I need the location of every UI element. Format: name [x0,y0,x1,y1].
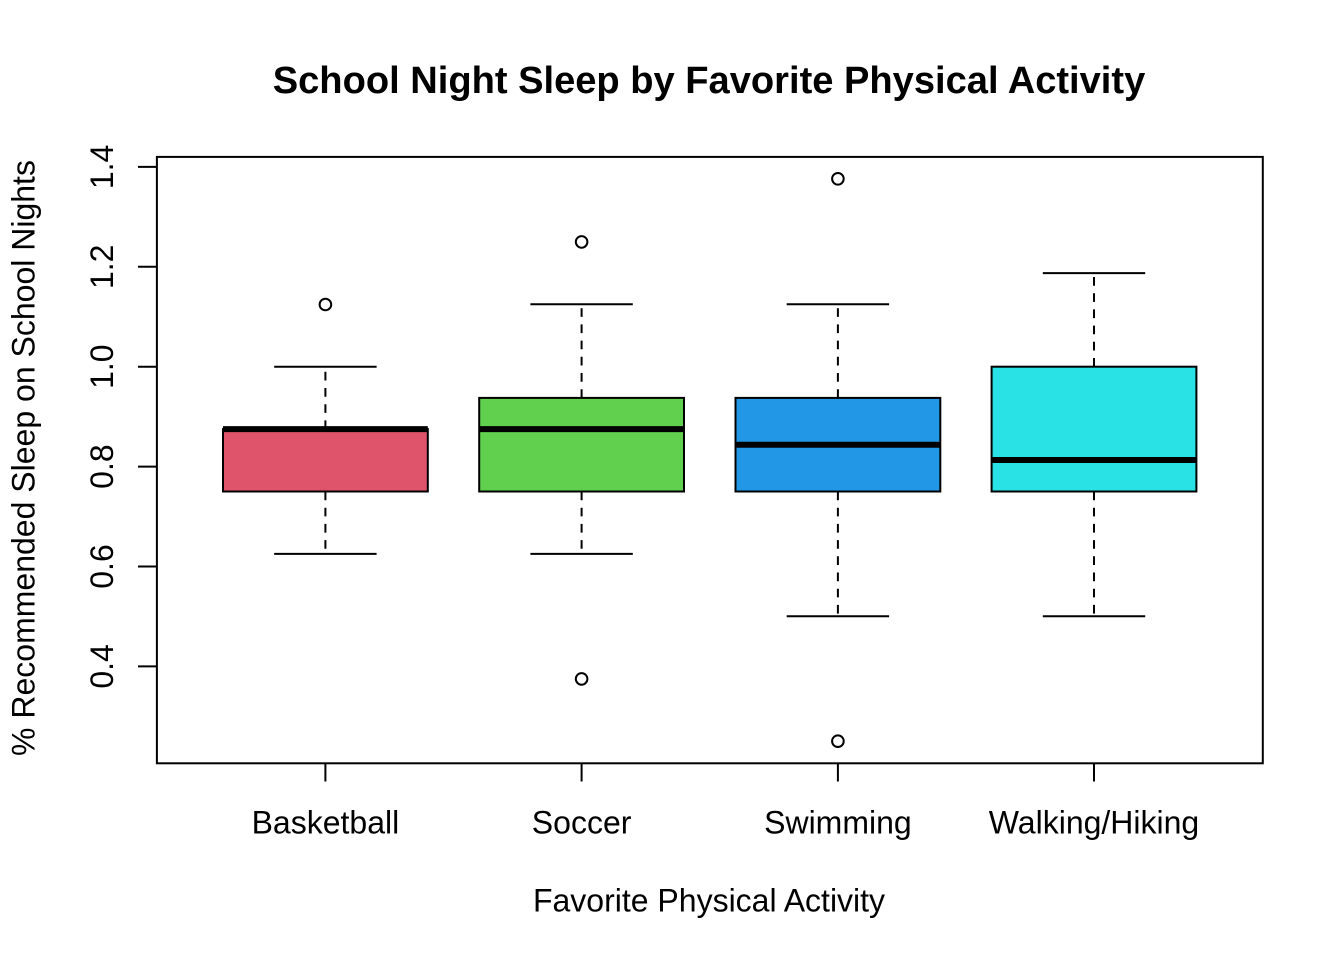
svg-text:1.0: 1.0 [84,344,120,388]
svg-text:0.6: 0.6 [84,544,120,588]
svg-text:School Night Sleep by Favorite: School Night Sleep by Favorite Physical … [273,60,1146,102]
svg-text:Favorite Physical Activity: Favorite Physical Activity [533,882,885,918]
svg-text:1.4: 1.4 [84,145,120,189]
svg-text:0.8: 0.8 [84,444,120,488]
svg-text:Basketball: Basketball [252,805,400,841]
svg-text:1.2: 1.2 [84,245,120,289]
svg-text:Swimming: Swimming [764,805,912,841]
svg-text:Soccer: Soccer [532,805,632,841]
svg-text:% Recommended Sleep on School: % Recommended Sleep on School Nights [6,160,42,756]
svg-text:0.4: 0.4 [84,644,120,688]
svg-text:Walking/Hiking: Walking/Hiking [989,805,1199,841]
